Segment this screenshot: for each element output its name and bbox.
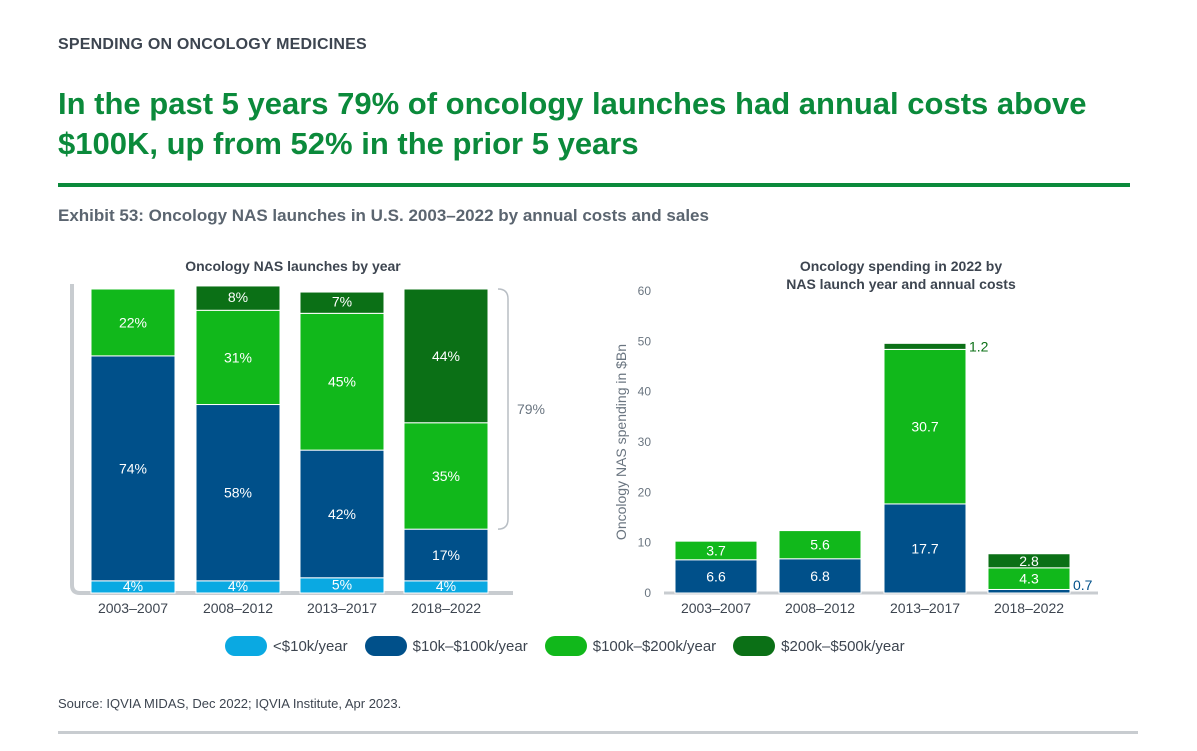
legend-swatch <box>225 636 267 656</box>
data-label: 3.7 <box>706 542 726 558</box>
legend-item: $100k–$200k/year <box>544 636 717 656</box>
bar-segment <box>403 288 489 424</box>
legend-swatch <box>544 636 587 656</box>
data-label: 30.7 <box>911 419 938 435</box>
footer-rule <box>58 731 1138 734</box>
data-label: 6.8 <box>810 568 830 584</box>
y-tick-label: 40 <box>638 385 652 399</box>
data-label: 58% <box>224 485 252 501</box>
x-tick-label: 2013–2017 <box>890 600 960 616</box>
bar-segment <box>987 553 1071 569</box>
legend-label: $100k–$200k/year <box>592 637 717 655</box>
axis-line <box>70 284 513 595</box>
legend-item: $10k–$100k/year <box>364 636 528 656</box>
legend-item: <$10k/year <box>225 636 348 656</box>
exhibit-title: Exhibit 53: Oncology NAS launches in U.S… <box>58 206 709 225</box>
bar-segment <box>778 530 862 560</box>
bar-segment <box>299 312 385 451</box>
data-label: 0.7 <box>1073 577 1093 593</box>
x-tick-label: 2018–2022 <box>994 600 1064 616</box>
data-label: 1.2 <box>969 338 989 354</box>
bar-segment <box>883 348 967 505</box>
data-label: 4% <box>228 578 248 594</box>
data-label: 8% <box>228 289 248 305</box>
header-rule <box>58 183 1130 187</box>
x-tick-label: 2008–2012 <box>785 600 855 616</box>
data-label: 45% <box>328 374 356 390</box>
y-tick-label: 60 <box>638 284 652 298</box>
data-label: 4.3 <box>1019 571 1039 587</box>
data-label: 35% <box>432 468 460 484</box>
legend-swatch <box>364 636 407 656</box>
bar-segment <box>403 528 489 582</box>
bar-segment <box>987 588 1071 594</box>
x-tick-label: 2003–2007 <box>98 600 168 616</box>
data-label: 31% <box>224 349 252 365</box>
headline: In the past 5 years 79% of oncology laun… <box>58 86 1087 161</box>
data-label: 4% <box>436 578 456 594</box>
legend-label: <$10k/year <box>273 637 348 655</box>
data-label: 22% <box>119 314 147 330</box>
legend-item: $200k–$500k/year <box>733 636 905 656</box>
legend-label: $200k–$500k/year <box>781 637 905 655</box>
bar-segment <box>195 404 281 582</box>
bar-segment <box>674 559 758 594</box>
data-label: 42% <box>328 506 356 522</box>
bar-segment <box>403 422 489 530</box>
y-tick-label: 10 <box>638 536 652 550</box>
data-label: 5.6 <box>810 537 830 553</box>
bracket-label: 79% <box>517 401 545 417</box>
chart-title: Oncology spending in 2022 by <box>800 258 1002 274</box>
bar-segment <box>90 288 176 357</box>
bar-segment <box>299 291 385 314</box>
data-label: 2.8 <box>1019 553 1039 569</box>
legend-label: $10k–$100k/year <box>412 637 528 655</box>
eyebrow-title: SPENDING ON ONCOLOGY MEDICINES <box>58 36 367 53</box>
bar-segment <box>195 285 281 311</box>
bar-segment <box>674 540 758 561</box>
bar-segment <box>778 558 862 594</box>
data-label: 44% <box>432 348 460 364</box>
y-tick-label: 50 <box>638 334 652 348</box>
y-tick-label: 20 <box>638 485 652 499</box>
bar-segment <box>195 309 281 406</box>
source-note: Source: IQVIA MIDAS, Dec 2022; IQVIA Ins… <box>58 696 402 711</box>
chart-title: NAS launch year and annual costs <box>786 276 1016 292</box>
y-axis-label: Oncology NAS spending in $Bn <box>613 344 629 540</box>
x-tick-label: 2008–2012 <box>203 600 273 616</box>
data-label: 6.6 <box>706 568 726 584</box>
bracket <box>497 288 509 530</box>
bar-segment <box>90 355 176 582</box>
bar-segment <box>883 342 967 350</box>
x-tick-label: 2013–2017 <box>307 600 377 616</box>
y-tick-label: 0 <box>644 586 651 600</box>
data-label: 4% <box>123 578 143 594</box>
bar-segment <box>883 503 967 594</box>
data-label: 7% <box>332 294 352 310</box>
chart-title: Oncology NAS launches by year <box>185 258 401 274</box>
data-label: 17% <box>432 547 460 563</box>
data-label: 5% <box>332 576 352 592</box>
bar-segment <box>299 449 385 579</box>
x-tick-label: 2018–2022 <box>411 600 481 616</box>
y-tick-label: 30 <box>638 435 652 449</box>
x-tick-label: 2003–2007 <box>681 600 751 616</box>
legend-swatch <box>733 636 776 656</box>
data-label: 74% <box>119 460 147 476</box>
data-label: 17.7 <box>911 540 938 556</box>
legend: <$10k/year $10k–$100k/year $100k–$200k/y… <box>225 636 922 656</box>
